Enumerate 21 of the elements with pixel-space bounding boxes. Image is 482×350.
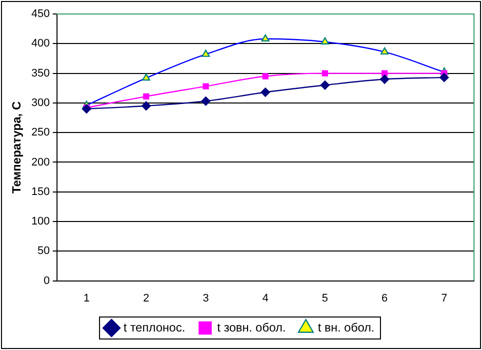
y-tick-label: 350: [31, 67, 50, 80]
y-tick-label: 100: [31, 216, 50, 228]
x-tick-label: 6: [382, 292, 388, 304]
y-tick-label: 200: [31, 156, 50, 168]
x-tick-label: 4: [262, 292, 268, 304]
y-tick-label: 400: [31, 38, 50, 50]
y-axis-title: Температура, С: [10, 101, 24, 194]
y-tick-label: 50: [38, 245, 50, 258]
x-tick-label: 3: [202, 292, 209, 304]
y-tick-label: 300: [31, 96, 50, 109]
x-tick-label: 2: [143, 292, 150, 304]
legend-label: t вн. обол.: [318, 320, 374, 334]
x-tick-label: 7: [441, 292, 448, 304]
x-tick-label: 1: [83, 292, 90, 304]
legend-label: t теплонос.: [124, 320, 186, 334]
y-tick-label: 0: [44, 274, 50, 287]
y-tick-label: 450: [31, 8, 50, 20]
legend-label: t зовн. обол.: [217, 320, 286, 334]
x-tick-label: 5: [322, 292, 328, 304]
y-tick-label: 150: [31, 186, 50, 198]
y-tick-label: 250: [31, 126, 50, 139]
